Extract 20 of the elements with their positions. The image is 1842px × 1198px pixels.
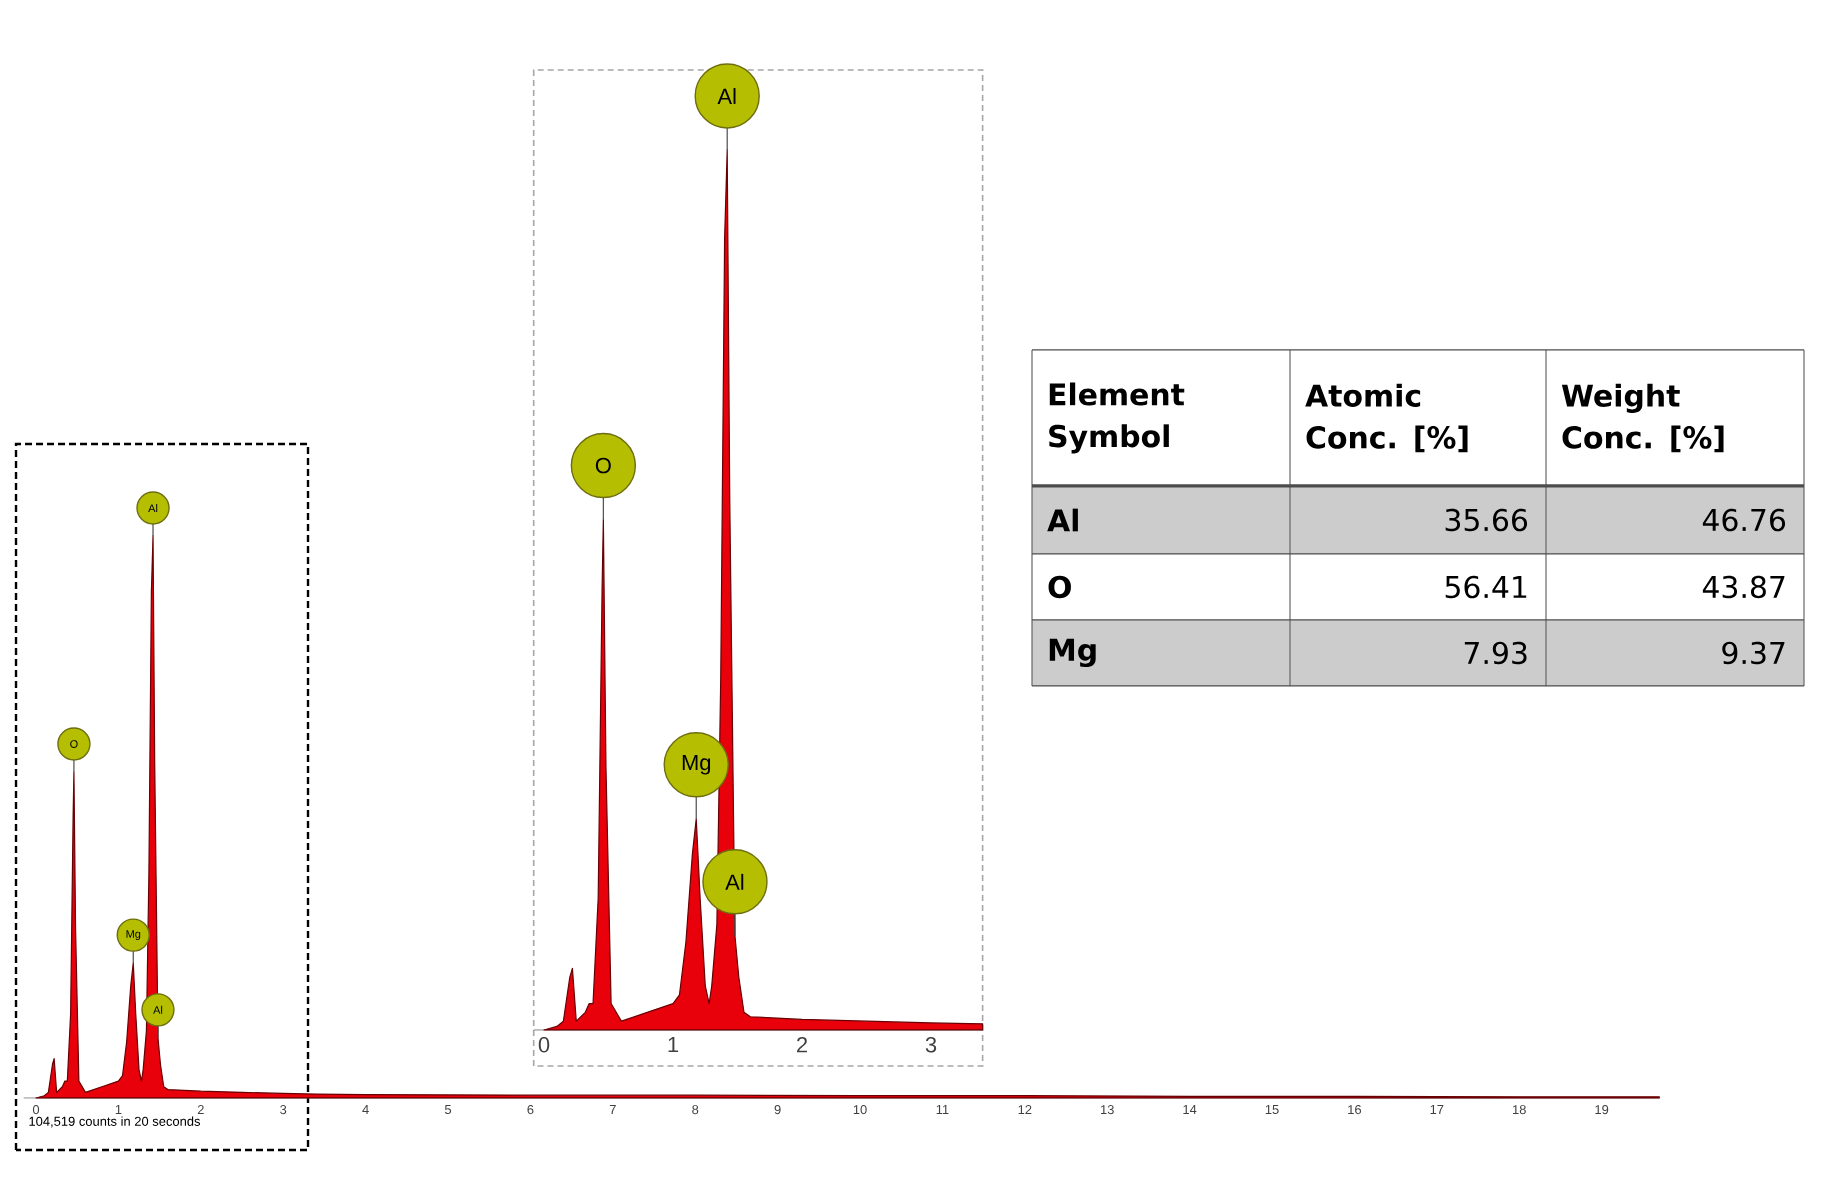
text: Weight Conc. [%] (1561, 383, 1724, 453)
data-label: 46.76 (1702, 508, 1786, 532)
data-label: 7.93 (1464, 641, 1527, 665)
data-label: 43.87 (1702, 575, 1785, 599)
text: Element Symbol (1049, 382, 1185, 454)
annotation: Al (717, 88, 736, 104)
category-label: O (1048, 575, 1071, 599)
series-label: Atomic Conc. [%] (1305, 383, 1468, 453)
x-tick-label: 0 (538, 1037, 550, 1053)
x-tick-label: 2 (797, 1037, 808, 1053)
x-tick-label: 1 (668, 1037, 679, 1053)
data-label: 56.41 (1445, 575, 1527, 599)
x-tick-label: 3 (925, 1037, 937, 1053)
annotation: O (595, 457, 611, 474)
data-label: 35.66 (1445, 508, 1528, 532)
data-label: 9.37 (1722, 641, 1785, 665)
category-label: Mg (1049, 638, 1096, 668)
annotation: Mg (682, 754, 711, 775)
annotation: Al (725, 873, 744, 890)
category-label: Al (1047, 508, 1078, 532)
